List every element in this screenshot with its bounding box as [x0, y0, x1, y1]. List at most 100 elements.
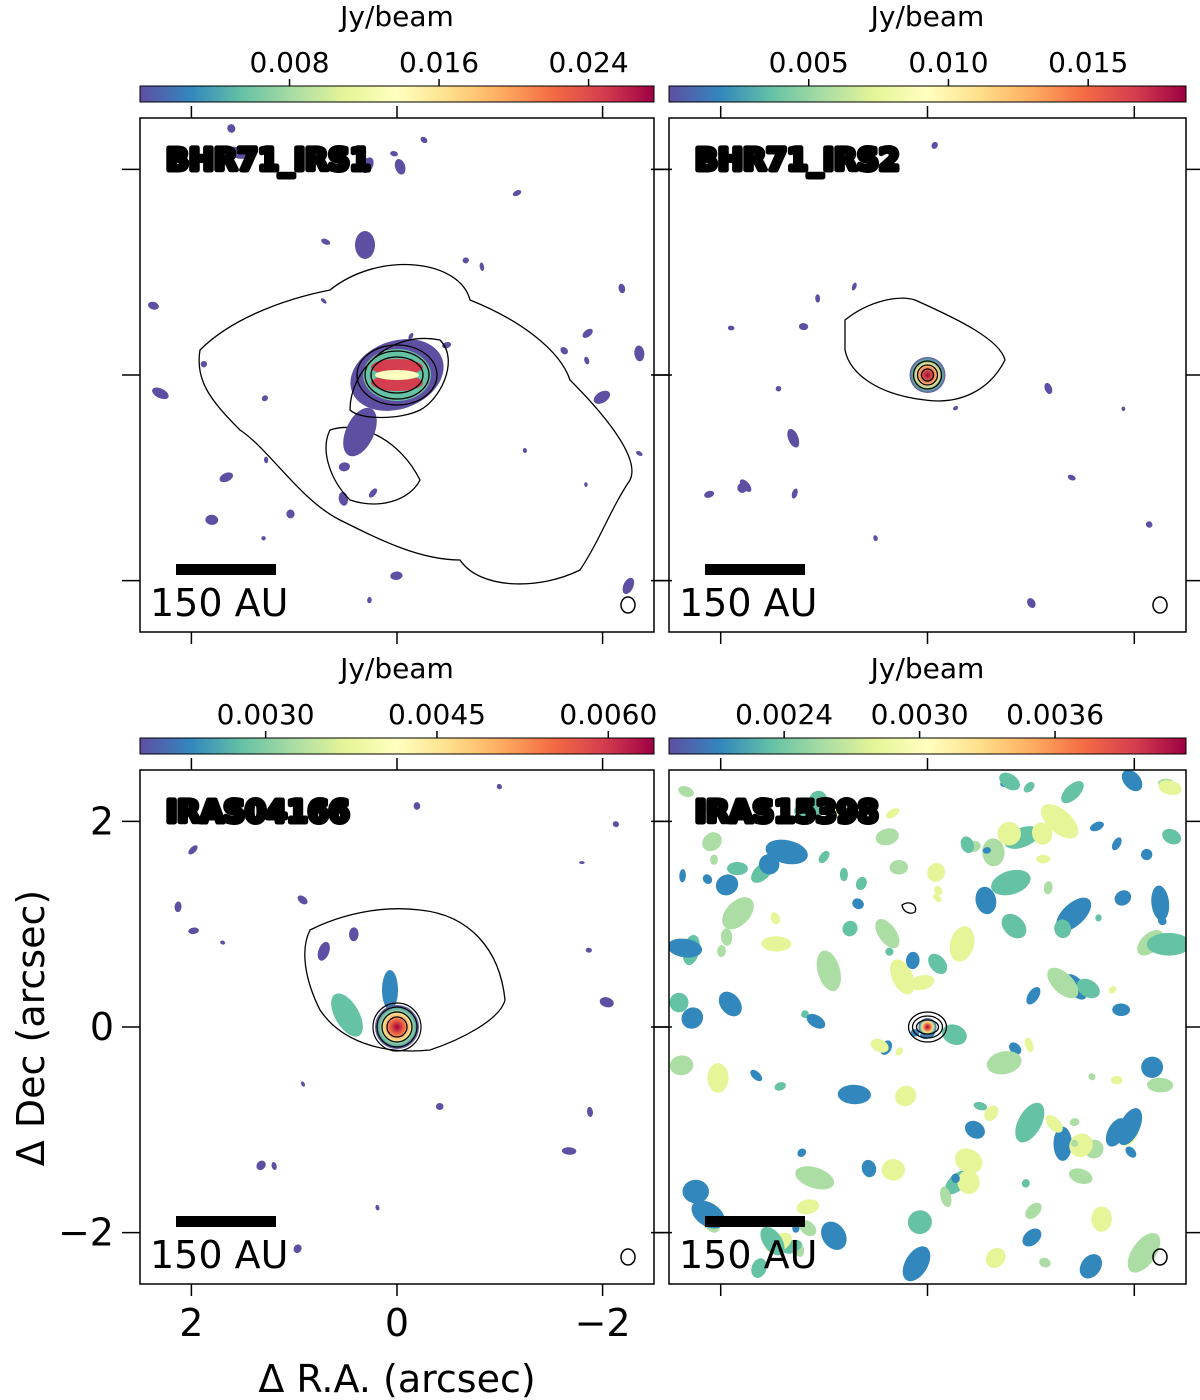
emission-blob	[1141, 1056, 1164, 1078]
emission-blob	[1146, 932, 1186, 956]
emission-blob	[462, 257, 469, 264]
emission-blob	[1053, 1126, 1072, 1161]
emission-blob	[435, 1103, 444, 1110]
colorbar-tick-label: 0.0024	[735, 698, 833, 731]
scale-bar	[705, 564, 805, 575]
emission-blob	[902, 1246, 931, 1282]
emission-blob	[1076, 978, 1100, 999]
contour	[912, 360, 943, 390]
source-label: BHR71_IRS1	[166, 143, 371, 178]
emission-blob	[1146, 1077, 1174, 1093]
emission-blob	[1069, 1133, 1093, 1158]
emission-blob	[560, 346, 568, 355]
emission-blob	[842, 920, 858, 937]
emission-blob	[390, 151, 398, 157]
scale-bar	[705, 1216, 805, 1227]
emission-blob	[806, 1013, 826, 1029]
emission-blob	[957, 1170, 980, 1195]
emission-blob	[758, 854, 780, 875]
contour	[920, 368, 935, 382]
source-label: IRAS04166	[166, 795, 349, 830]
emission-blob	[1045, 1115, 1063, 1133]
emission-blob	[1121, 770, 1143, 792]
emission-blob	[682, 1179, 709, 1204]
emission-blob	[1040, 804, 1079, 839]
emission-blob	[522, 448, 527, 453]
emission-blob	[710, 854, 718, 865]
source-label: BHR71_IRS2	[695, 143, 900, 178]
emission-blob	[774, 1082, 786, 1091]
emission-blob	[1061, 781, 1084, 804]
emission-blob	[796, 1199, 820, 1215]
emission-blob	[787, 428, 800, 448]
emission-blob	[188, 845, 198, 855]
emission-blob	[1114, 890, 1132, 906]
emission-blob	[263, 456, 269, 464]
emission-blob	[367, 596, 372, 604]
emission-blob	[933, 893, 942, 902]
emission-blob	[751, 1258, 767, 1278]
colorbar-tick-label: 0.010	[908, 46, 988, 79]
emission-blob	[585, 947, 592, 953]
contour	[381, 1011, 413, 1043]
emission-blob	[320, 298, 327, 304]
core	[909, 357, 946, 393]
emission-blob	[200, 360, 208, 368]
emission-blob	[174, 901, 182, 913]
emission-blob	[1001, 913, 1027, 939]
panel-bhr71_irs1: Jy/beam 0.008 0.016 0.024 BHR71_IRS1 150 AU	[122, 0, 672, 644]
emission-blob	[886, 808, 900, 819]
emission-blob	[875, 828, 899, 846]
colorbar-label: Jy/beam	[338, 0, 454, 33]
emission-blob	[148, 301, 159, 310]
emission-blob	[739, 479, 752, 492]
emission-blob	[727, 325, 735, 331]
emission-blob	[227, 146, 247, 159]
emission-blob	[818, 850, 830, 864]
colorbar-tick-label: 0.024	[548, 46, 628, 79]
emission-blob	[1117, 1108, 1143, 1146]
emission-blob	[679, 869, 686, 883]
emission-blob	[375, 1204, 380, 1211]
colorbar-tick-label: 0.0036	[1006, 698, 1104, 731]
contour	[376, 1006, 418, 1048]
emission-blob	[442, 341, 452, 349]
emission-blob	[1068, 1168, 1093, 1184]
scale-bar-label: 150 AU	[150, 1233, 288, 1277]
emission-blob	[317, 941, 330, 961]
outflow-blob	[355, 231, 375, 259]
x-tick-label: 2	[179, 1301, 203, 1345]
emission-blob	[949, 926, 975, 962]
emission-blob	[256, 1160, 266, 1171]
emission-blob	[408, 332, 414, 340]
emission-blob	[297, 895, 308, 905]
emission-blob	[837, 1084, 871, 1105]
map-area	[148, 124, 645, 604]
emission-blob	[982, 847, 991, 854]
emission-blob	[795, 1166, 835, 1190]
contour	[372, 1002, 422, 1052]
emission-blob	[618, 283, 626, 294]
emission-blob	[1021, 1179, 1030, 1188]
emission-blob	[951, 1173, 960, 1184]
emission-blob	[496, 783, 502, 790]
emission-blob	[1025, 1202, 1042, 1219]
emission-blob	[390, 571, 403, 581]
emission-blob	[599, 997, 614, 1008]
scale-bar-label: 150 AU	[150, 581, 288, 625]
emission-blob	[798, 323, 809, 331]
beam-ellipse	[620, 596, 636, 614]
contour	[916, 364, 939, 386]
contour	[901, 902, 917, 914]
emission-blob	[964, 1120, 985, 1139]
emission-blob	[851, 282, 857, 291]
emission-blob	[808, 790, 828, 816]
emission-blob	[678, 785, 694, 798]
emission-blob	[997, 821, 1021, 846]
scale-bar-label: 150 AU	[679, 1233, 817, 1277]
emission-blob	[1112, 1003, 1131, 1017]
emission-blob	[190, 146, 199, 157]
emission-blob	[960, 836, 975, 854]
emission-blob	[931, 141, 938, 149]
emission-blob	[413, 802, 421, 810]
